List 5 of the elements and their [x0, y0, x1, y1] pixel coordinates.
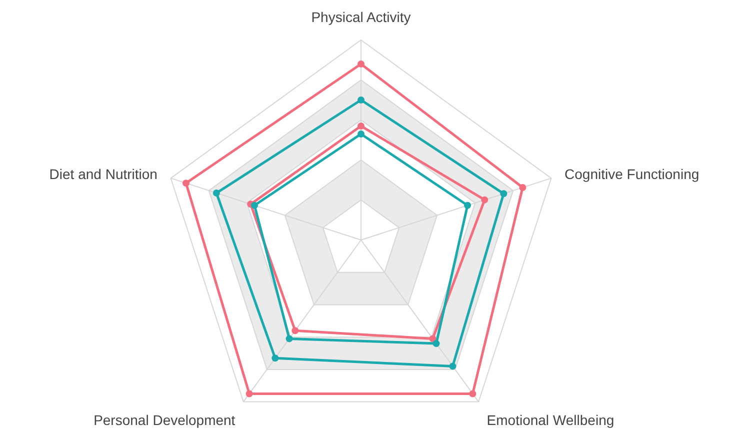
spoke-label: Physical Activity	[311, 9, 411, 25]
spoke-label: Cognitive Functioning	[564, 166, 700, 182]
spoke-label: Personal Development	[94, 412, 236, 428]
spoke-label: Diet and Nutrition	[49, 166, 158, 182]
spoke-label: Emotional Wellbeing	[486, 412, 614, 428]
